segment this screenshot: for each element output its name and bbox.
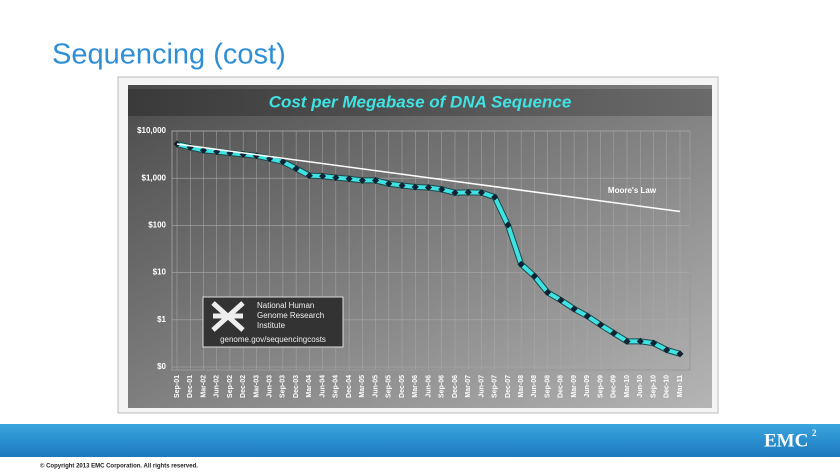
- data-point: [530, 272, 538, 280]
- data-point: [372, 176, 380, 184]
- logo-line: National Human: [257, 301, 314, 310]
- x-tick-label: Mar-06: [412, 375, 419, 398]
- y-tick-label: $1: [157, 315, 166, 324]
- data-point: [570, 305, 578, 313]
- data-point: [411, 183, 419, 191]
- x-tick-label: Dec-10: [664, 375, 671, 398]
- data-point: [491, 193, 499, 201]
- x-tick-label: Jun-08: [531, 375, 538, 398]
- x-tick-label: Dec-07: [505, 375, 512, 398]
- y-tick-label: $100: [148, 221, 166, 230]
- x-tick-label: Sep-07: [492, 375, 499, 398]
- y-tick-label: $10: [153, 268, 167, 277]
- x-tick-label: Mar-09: [571, 375, 578, 398]
- y-tick-label: $10,000: [137, 126, 166, 135]
- data-point: [332, 174, 340, 182]
- data-point: [319, 172, 327, 180]
- logo-box: [202, 296, 344, 348]
- x-tick-label: Jun-03: [267, 375, 274, 398]
- x-tick-label: Jun-05: [372, 375, 379, 398]
- data-point: [557, 296, 565, 304]
- logo-url: genome.gov/sequencingcosts: [220, 335, 326, 344]
- data-point: [279, 158, 287, 166]
- footer: © Copyright 2013 EMC Corporation. All ri…: [40, 463, 198, 470]
- x-tick-label: Sep-01: [174, 375, 181, 398]
- data-point: [597, 321, 605, 329]
- logo-icon: [211, 301, 245, 332]
- data-point: [676, 350, 684, 358]
- data-point: [583, 312, 591, 320]
- x-tick-label: Jun-04: [319, 375, 326, 398]
- slide-title: Sequencing (cost): [52, 39, 286, 71]
- x-tick-label: Mar-11: [677, 375, 684, 397]
- x-tick-label: Jun-02: [214, 375, 221, 398]
- data-point: [623, 337, 631, 345]
- x-tick-label: Jun-07: [478, 375, 485, 398]
- x-tick-label: Mar-05: [359, 375, 366, 398]
- x-tick-label: Dec-09: [611, 375, 618, 398]
- brand-sup: 2: [812, 428, 817, 438]
- y-tick-label: $0: [157, 362, 166, 371]
- data-point: [292, 165, 300, 173]
- x-tick-label: Mar-08: [518, 375, 525, 398]
- data-point: [517, 260, 525, 268]
- x-tick-label: Sep-02: [227, 375, 234, 398]
- x-tick-label: Jun-06: [425, 375, 432, 398]
- x-tick-label: Mar-04: [306, 375, 313, 398]
- data-point: [464, 188, 472, 196]
- x-tick-label: Dec-04: [346, 375, 353, 398]
- data-point: [451, 189, 459, 197]
- data-point: [504, 221, 512, 229]
- data-point: [424, 183, 433, 192]
- data-point: [385, 180, 393, 188]
- x-tick-label: Sep-06: [439, 375, 446, 398]
- data-point: [358, 176, 366, 184]
- footer-band: [0, 424, 840, 457]
- x-tick-label: Jun-10: [637, 375, 644, 398]
- chart-title: Cost per Megabase of DNA Sequence: [269, 92, 572, 111]
- x-tick-label: Mar-03: [253, 375, 260, 398]
- x-tick-label: Dec-06: [452, 375, 459, 398]
- x-tick-label: Mar-02: [200, 375, 207, 398]
- x-tick-label: Sep-05: [386, 375, 393, 398]
- data-point: [610, 329, 618, 337]
- chart-panel: [128, 85, 712, 408]
- x-tick-label: Sep-03: [280, 375, 287, 398]
- y-tick-label: $1,000: [142, 173, 167, 182]
- x-tick-label: Sep-08: [544, 375, 551, 398]
- x-tick-label: Sep-09: [597, 375, 604, 398]
- x-tick-label: Mar-10: [624, 375, 631, 398]
- data-point: [345, 175, 353, 183]
- data-point: [398, 182, 406, 190]
- data-point: [663, 346, 671, 354]
- x-tick-label: Jun-09: [584, 375, 591, 398]
- x-tick-label: Dec-02: [240, 375, 247, 398]
- logo-line: Institute: [257, 321, 286, 330]
- data-point: [636, 337, 644, 345]
- trend-line: [176, 143, 681, 213]
- data-point: [649, 339, 658, 347]
- data-point: [305, 172, 313, 180]
- x-tick-label: Dec-08: [558, 375, 565, 398]
- title-banner: [128, 89, 712, 116]
- data-point: [477, 189, 485, 197]
- data-point: [544, 288, 552, 296]
- x-tick-label: Mar-07: [465, 375, 472, 398]
- nhgri-logo: National Human Genome Research Institute…: [202, 296, 344, 348]
- brand: EMC: [764, 430, 808, 451]
- x-tick-label: Dec-05: [399, 375, 406, 398]
- logo-line: Genome Research: [257, 311, 324, 320]
- x-tick-label: Dec-03: [293, 375, 300, 398]
- trend-label: Moore's Law: [608, 186, 657, 195]
- data-point: [438, 185, 446, 193]
- x-tick-label: Dec-01: [187, 375, 194, 398]
- x-tick-label: Sep-04: [333, 375, 340, 398]
- x-tick-label: Sep-10: [650, 375, 657, 398]
